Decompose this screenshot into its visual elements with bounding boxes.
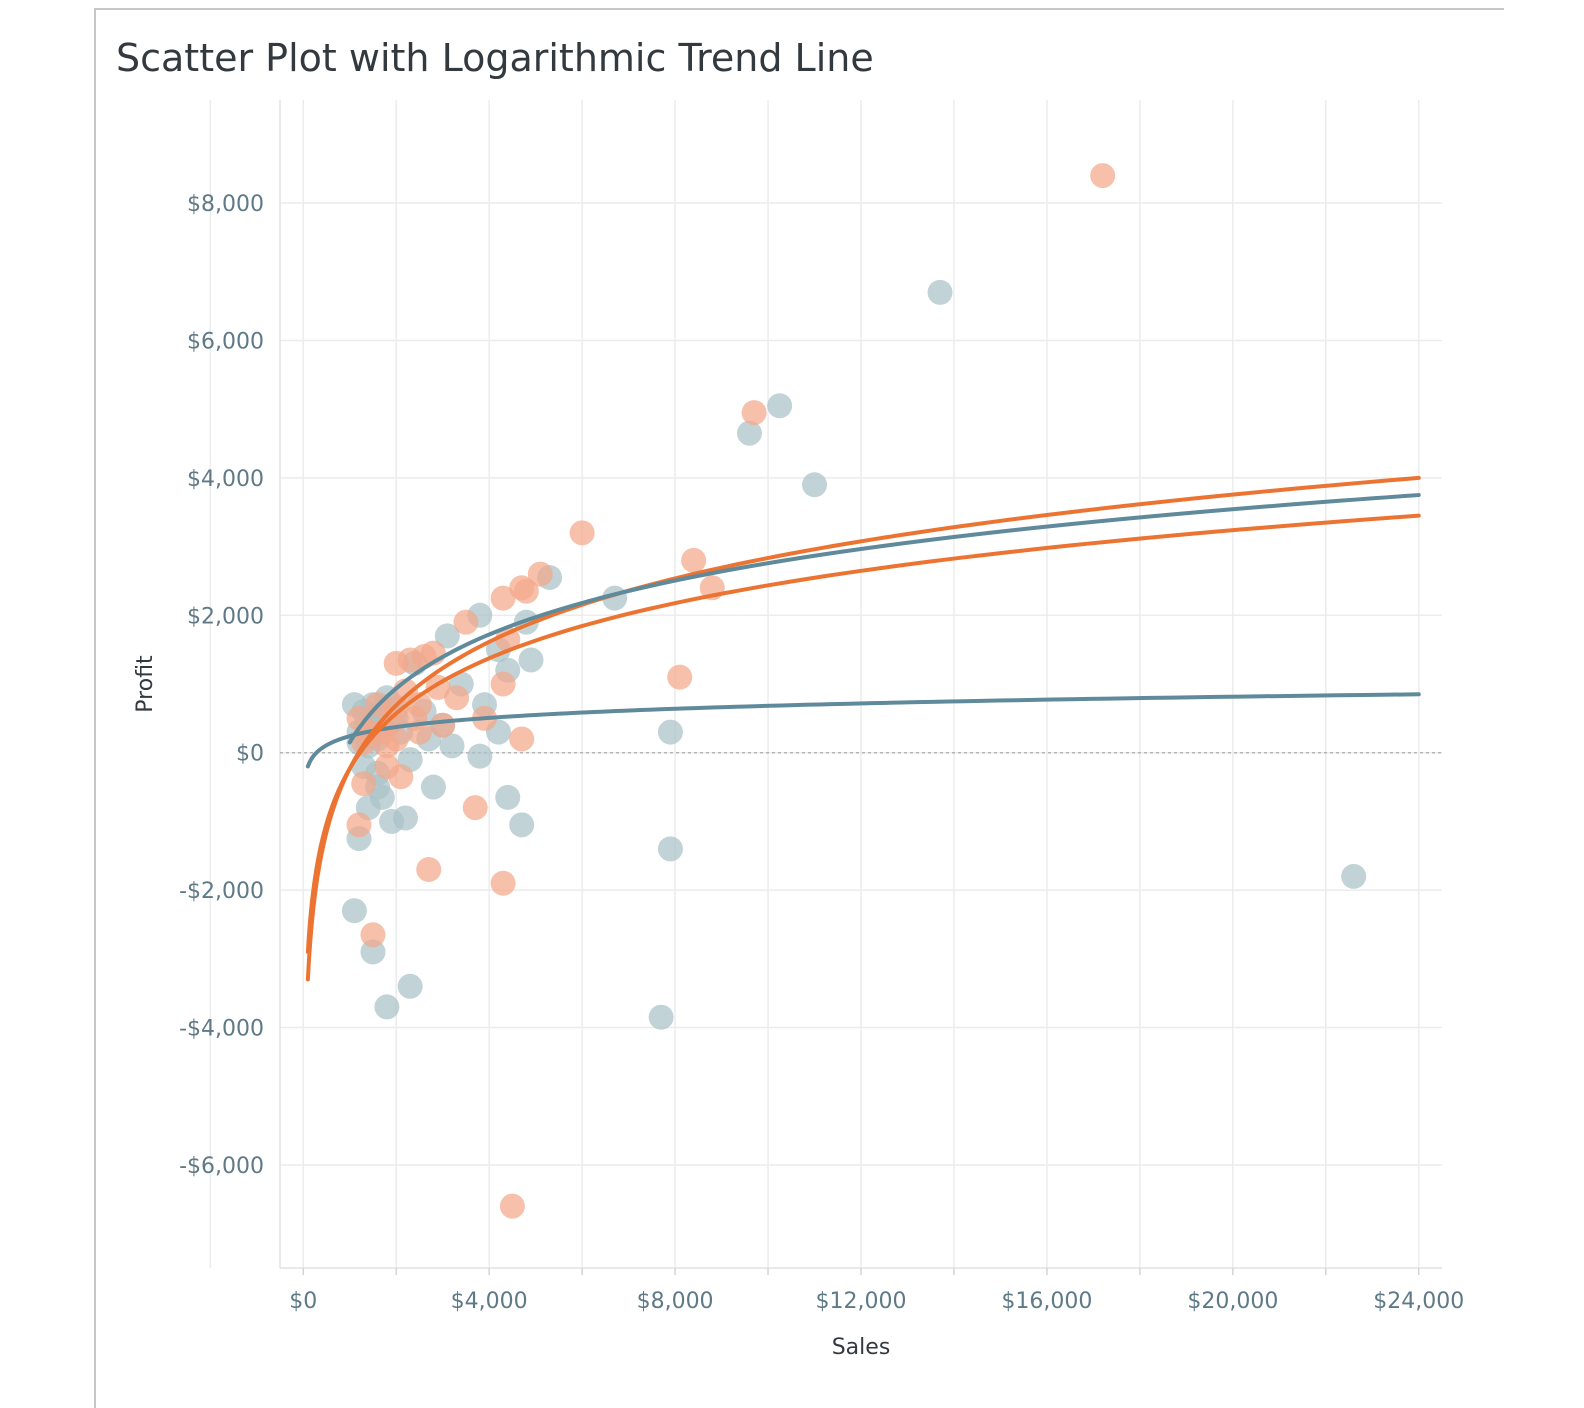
orange-data-point xyxy=(430,712,456,738)
orange-data-point xyxy=(490,870,516,896)
orange-data-point xyxy=(453,609,479,635)
blue-data-point xyxy=(927,279,953,305)
x-tick-label: $4,000 xyxy=(451,1289,528,1314)
blue-data-point xyxy=(374,994,400,1020)
blue-data-point xyxy=(392,805,418,831)
y-tick-label: $6,000 xyxy=(187,329,264,354)
orange-data-point xyxy=(681,547,707,573)
axis-ticks: $0 $4,000 $8,000 $12,000 $16,000 $20,000 $24,0… xyxy=(179,192,1464,1314)
orange-data-point xyxy=(462,795,488,821)
blue-data-point xyxy=(420,774,446,800)
orange-trend-line xyxy=(305,475,1421,982)
orange-data-point xyxy=(667,664,693,690)
blue-data-point xyxy=(439,733,465,759)
worksheet-frame xyxy=(94,8,1504,1408)
blue-data-point xyxy=(434,623,460,649)
blue-data-point xyxy=(657,719,683,745)
blue-data-point xyxy=(736,420,762,446)
y-tick-label: $8,000 xyxy=(187,192,264,217)
orange-data-point xyxy=(1090,163,1116,189)
orange-data-point xyxy=(383,650,409,676)
orange-data-point xyxy=(495,626,521,652)
blue-data-point xyxy=(397,973,423,999)
blue-data-point xyxy=(657,836,683,862)
x-tick-label: $20,000 xyxy=(1187,1289,1278,1314)
orange-data-point xyxy=(509,575,535,601)
orange-data-point xyxy=(741,400,767,426)
y-tick-label: $4,000 xyxy=(187,467,264,492)
orange-data-point xyxy=(490,671,516,697)
blue-data-point xyxy=(802,472,828,498)
x-tick-label: $16,000 xyxy=(1001,1289,1092,1314)
orange-data-point xyxy=(527,561,553,587)
y-tick-label: $0 xyxy=(236,742,264,767)
y-tick-label: -$4,000 xyxy=(179,1017,264,1042)
orange-data-point xyxy=(360,922,386,948)
orange-data-point xyxy=(444,685,470,711)
blue-data-point xyxy=(495,784,521,810)
x-tick-label: $0 xyxy=(289,1289,317,1314)
orange-data-point xyxy=(569,520,595,546)
y-tick-label: $2,000 xyxy=(187,604,264,629)
orange-trend-line xyxy=(305,513,1421,954)
blue-data-point xyxy=(518,647,544,673)
y-tick-label: -$6,000 xyxy=(179,1154,264,1179)
x-tick-label: $8,000 xyxy=(637,1289,714,1314)
blue-data-point xyxy=(509,812,535,838)
blue-data-point xyxy=(1341,863,1367,889)
y-axis-title: Profit xyxy=(133,655,158,713)
orange-data-point xyxy=(490,585,516,611)
blue-data-point xyxy=(467,743,493,769)
orange-data-point xyxy=(499,1193,525,1219)
gridlines xyxy=(209,100,1442,1269)
blue-data-point xyxy=(648,1004,674,1030)
orange-data-point xyxy=(416,857,442,883)
chart-title: Scatter Plot with Logarithmic Trend Line xyxy=(116,36,874,80)
blue-data-point xyxy=(341,898,367,924)
trend-lines xyxy=(305,475,1421,982)
orange-data-point xyxy=(509,726,535,752)
orange-data-point xyxy=(351,771,377,797)
data-points xyxy=(341,163,1367,1219)
x-tick-label: $12,000 xyxy=(816,1289,907,1314)
y-tick-label: -$2,000 xyxy=(179,879,264,904)
blue-trend-line xyxy=(347,493,1421,745)
x-axis-title: Sales xyxy=(832,1335,891,1360)
blue-data-point xyxy=(767,393,793,419)
orange-data-point xyxy=(346,812,372,838)
blue-data-point xyxy=(360,939,386,965)
orange-data-point xyxy=(388,764,414,790)
x-tick-label: $24,000 xyxy=(1373,1289,1464,1314)
